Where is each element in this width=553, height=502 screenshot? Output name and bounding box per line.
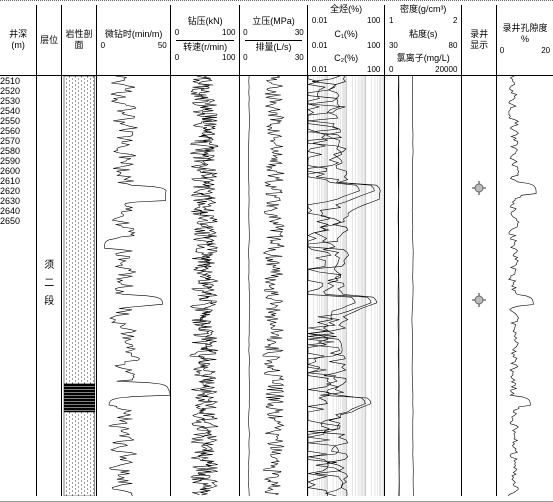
depth-tick: 2590 [0, 156, 36, 166]
track-por [497, 76, 553, 496]
curve-flow [263, 76, 284, 495]
depth-tick: 2610 [0, 176, 36, 186]
track-rop [97, 76, 172, 496]
curve-por [508, 76, 536, 496]
depth-tick: 2620 [0, 186, 36, 196]
show-marker [472, 181, 486, 195]
depth-tick: 2530 [0, 96, 36, 106]
depth-tick: 2650 [0, 216, 36, 226]
track-wob_rpm [171, 76, 239, 496]
depth-tick: 2640 [0, 206, 36, 216]
curve-spp [248, 76, 249, 496]
depth-tick: 2570 [0, 136, 36, 146]
track-spp_flow [240, 76, 308, 496]
depth-tick: 2560 [0, 126, 36, 136]
zone-label: 须二段 [40, 259, 55, 313]
track-zone: 须二段 [37, 76, 62, 496]
header-spp_flow: 立压(MPa)030排量(L/s)030 [240, 5, 308, 75]
header-depth: 井深(m) [0, 5, 37, 75]
header-por: 录井孔隙度%020 [497, 5, 553, 75]
track-show [462, 76, 497, 496]
track-mud [385, 76, 462, 496]
depth-tick: 2580 [0, 146, 36, 156]
header-zone: 层位 [37, 5, 62, 75]
curve-visc [412, 76, 414, 496]
show-marker [472, 293, 486, 307]
track-depth: 2510252025302540255025602570258025902600… [0, 76, 37, 496]
log-tracks: 2510252025302540255025602570258025902600… [0, 76, 553, 496]
header-rop: 微钻时(min/m)050 [97, 5, 172, 75]
track-lith [62, 76, 97, 496]
log-header: 井深(m)层位岩性剖面微钻时(min/m)050钻压(kN)0100转速(r/m… [0, 1, 553, 76]
header-show: 录井显示 [462, 5, 497, 75]
header-wob_rpm: 钻压(kN)0100转速(r/min)0100 [171, 5, 239, 75]
header-lith: 岩性剖面 [62, 5, 97, 75]
depth-tick: 2540 [0, 106, 36, 116]
depth-tick: 2600 [0, 166, 36, 176]
curve-c1 [308, 76, 374, 496]
depth-tick: 2630 [0, 196, 36, 206]
curve-rop [104, 76, 170, 496]
depth-tick: 2520 [0, 86, 36, 96]
depth-tick: 2510 [0, 76, 36, 86]
depth-tick: 2550 [0, 116, 36, 126]
header-mud: 密度(g/cm³)12粘度(s)3080氯离子(mg/L)020000 [385, 5, 462, 75]
lithology-column [62, 76, 97, 496]
track-gas [308, 76, 385, 496]
header-gas: 全烃(%)0.01100C₁(%)0.01100C₂(%)0.01100 [308, 5, 385, 75]
